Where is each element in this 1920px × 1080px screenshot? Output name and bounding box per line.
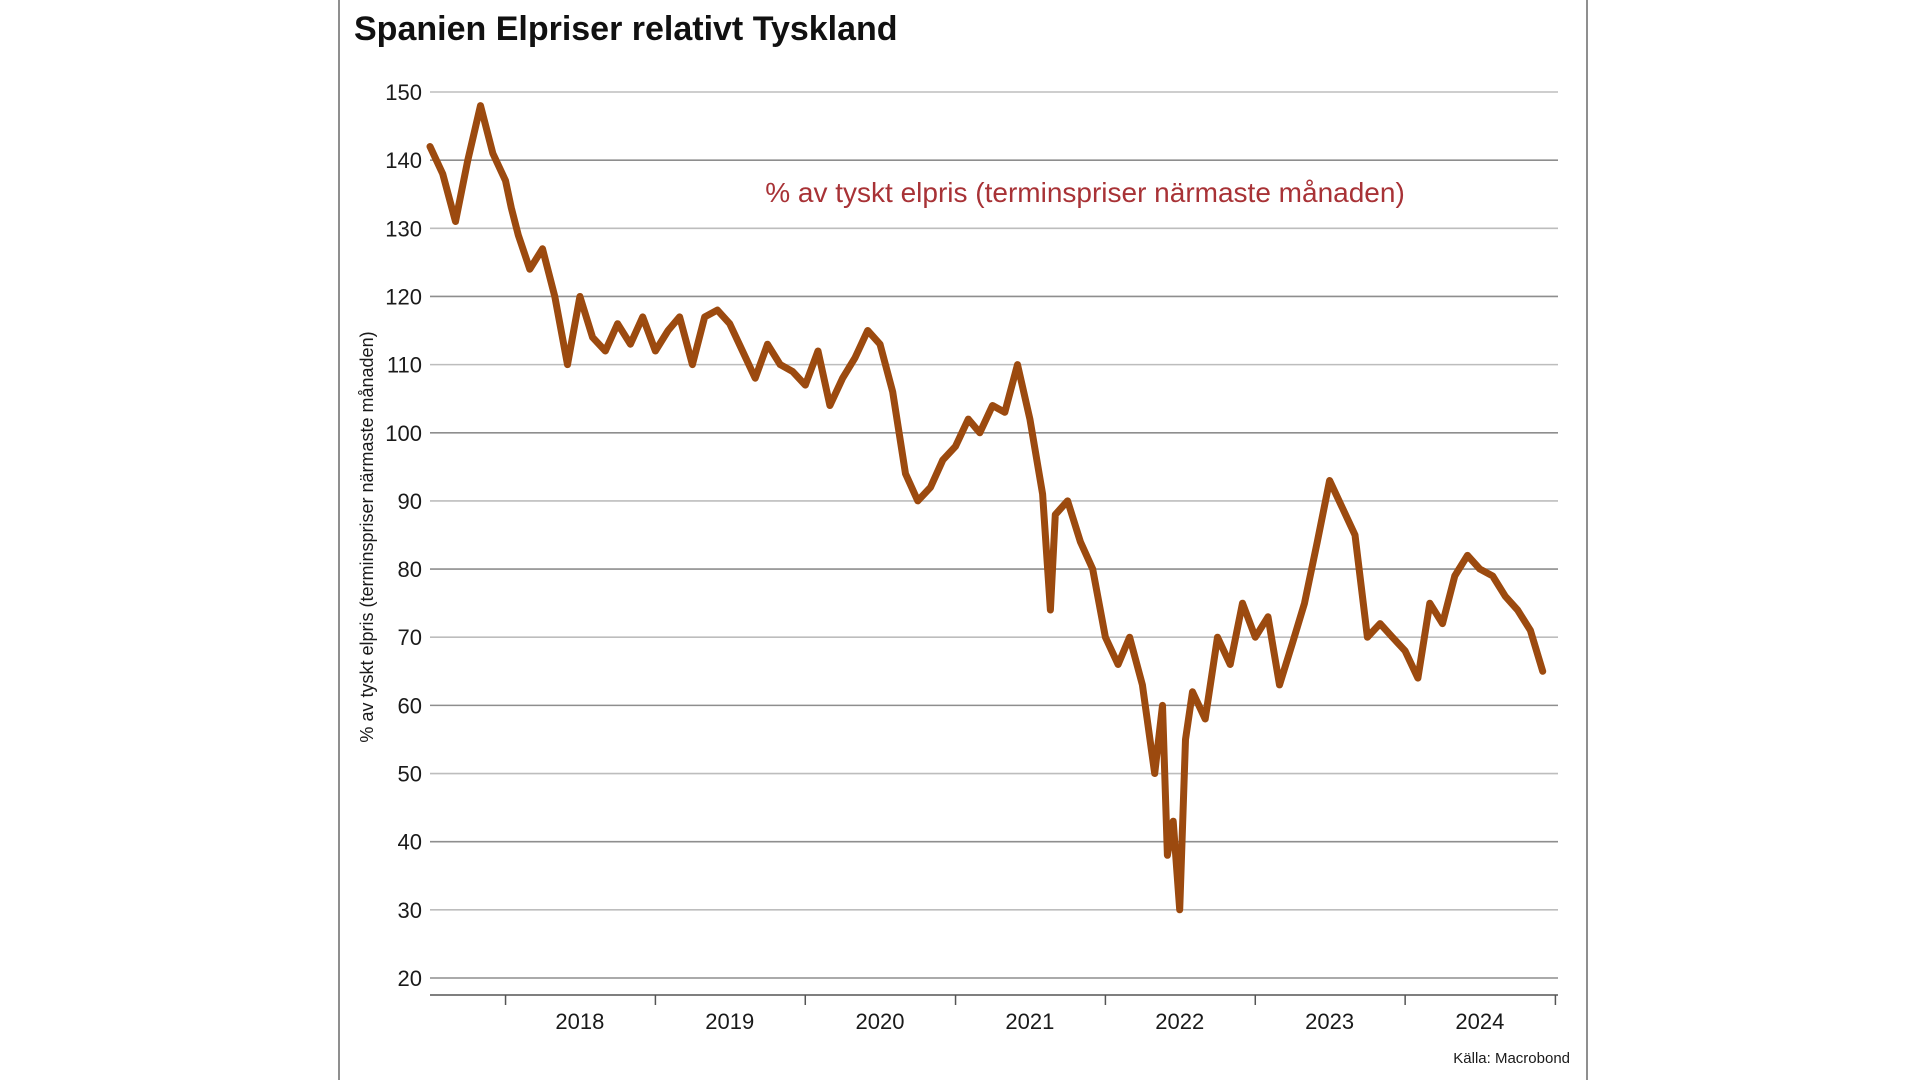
y-tick-label: 80 xyxy=(398,557,422,582)
y-tick-label: 60 xyxy=(398,693,422,718)
series-annotation: % av tyskt elpris (terminspriser närmast… xyxy=(765,177,1405,208)
source-note: Källa: Macrobond xyxy=(1453,1050,1570,1067)
y-tick-label: 40 xyxy=(398,830,422,855)
x-tick-label: 2023 xyxy=(1305,1009,1354,1034)
chart-panel xyxy=(338,0,1588,1080)
x-tick-label: 2019 xyxy=(705,1009,754,1034)
gridlines xyxy=(430,91,1558,979)
y-tick-label: 70 xyxy=(398,625,422,650)
x-axis: 2018 2019 2020 2021 2022 2023 2024 xyxy=(430,994,1558,1034)
y-tick-labels: 20 30 40 50 60 70 80 90 100 110 120 130 140 150 xyxy=(385,80,422,991)
x-tick-label: 2018 xyxy=(555,1009,604,1034)
y-tick-label: 100 xyxy=(385,421,422,446)
y-tick-label: 120 xyxy=(385,284,422,309)
y-tick-label: 110 xyxy=(387,353,422,378)
series-line xyxy=(426,102,1547,914)
y-tick-label: 20 xyxy=(398,966,422,991)
y-tick-label: 150 xyxy=(385,80,422,105)
y-tick-label: 140 xyxy=(385,148,422,173)
y-tick-label: 30 xyxy=(398,898,422,923)
x-tick-label: 2022 xyxy=(1155,1009,1204,1034)
x-tick-label: 2020 xyxy=(856,1009,905,1034)
chart-title: Spanien Elpriser relativt Tyskland xyxy=(354,10,898,48)
x-tick-label: 2024 xyxy=(1455,1009,1504,1034)
x-tick-label: 2021 xyxy=(1005,1009,1054,1034)
y-tick-label: 50 xyxy=(398,762,422,787)
y-tick-label: 130 xyxy=(385,216,422,241)
y-axis-title: % av tyskt elpris (terminspriser närmast… xyxy=(357,331,377,742)
y-tick-label: 90 xyxy=(398,489,422,514)
series-layer xyxy=(426,102,1547,914)
